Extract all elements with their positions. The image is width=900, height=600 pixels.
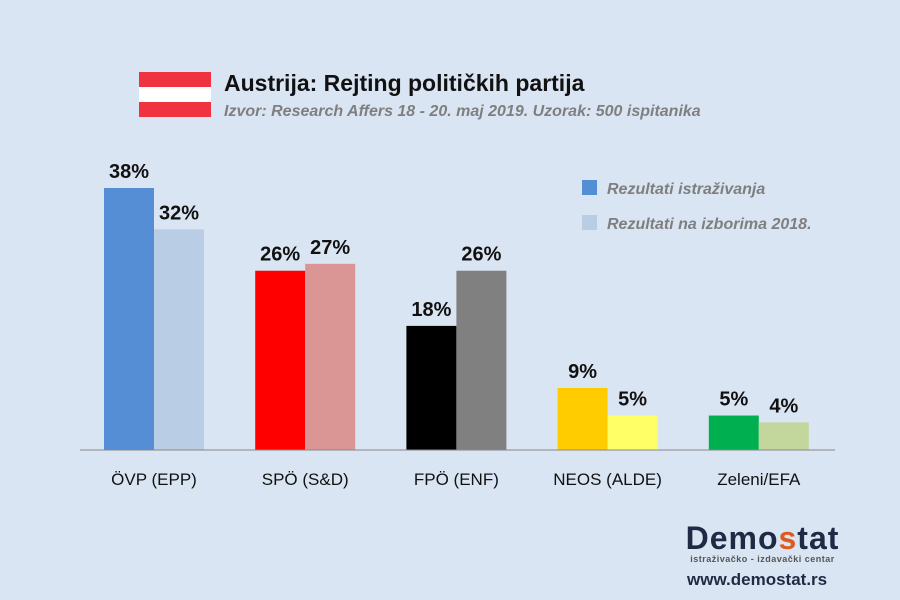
data-label: 32% bbox=[159, 202, 199, 224]
x-tick-label: FPÖ (ENF) bbox=[414, 470, 499, 489]
logo-tagline: istraživačko - izdavački centar bbox=[690, 554, 835, 564]
data-label: 9% bbox=[568, 361, 597, 383]
bar-survey bbox=[406, 325, 457, 450]
x-tick-label: SPÖ (S&D) bbox=[262, 470, 349, 489]
data-label: 5% bbox=[618, 389, 647, 411]
bar-survey bbox=[104, 188, 154, 450]
data-label: 18% bbox=[411, 299, 451, 321]
data-label: 27% bbox=[310, 237, 350, 259]
legend-label: Rezultati istraživanja bbox=[607, 181, 765, 198]
data-label: 38% bbox=[109, 161, 149, 183]
x-tick-label: NEOS (ALDE) bbox=[553, 470, 662, 489]
demostat-logo: Demostat istraživačko - izdavački centar bbox=[680, 522, 845, 564]
chart-title: Austrija: Rejting političkih partija bbox=[224, 70, 585, 96]
bar-election bbox=[305, 263, 356, 450]
data-label: 5% bbox=[719, 389, 748, 411]
x-tick-label: ÖVP (EPP) bbox=[111, 470, 197, 489]
bar-survey bbox=[557, 387, 608, 450]
legend-swatch bbox=[582, 180, 597, 195]
bar-survey bbox=[255, 270, 306, 450]
data-label: 4% bbox=[769, 395, 798, 417]
chart-subtitle: Izvor: Research Affers 18 - 20. maj 2019… bbox=[224, 103, 701, 120]
data-label: 26% bbox=[260, 244, 300, 266]
logo-wordmark: Demostat bbox=[685, 520, 840, 556]
bar-election bbox=[456, 270, 507, 450]
bar-election bbox=[758, 422, 809, 450]
bar-election bbox=[154, 229, 204, 450]
legend-swatch bbox=[582, 215, 597, 230]
bar-survey bbox=[708, 415, 759, 450]
website-link[interactable]: www.demostat.rs bbox=[687, 570, 828, 589]
bar-election bbox=[607, 415, 658, 450]
legend-label: Rezultati na izborima 2018. bbox=[607, 216, 812, 233]
flag-stripe-top bbox=[139, 72, 211, 87]
flag-stripe-bottom bbox=[139, 102, 211, 117]
flag-stripe-middle bbox=[139, 87, 211, 102]
x-tick-label: Zeleni/EFA bbox=[717, 470, 801, 489]
austria-flag bbox=[139, 72, 211, 117]
data-label: 26% bbox=[461, 244, 501, 266]
